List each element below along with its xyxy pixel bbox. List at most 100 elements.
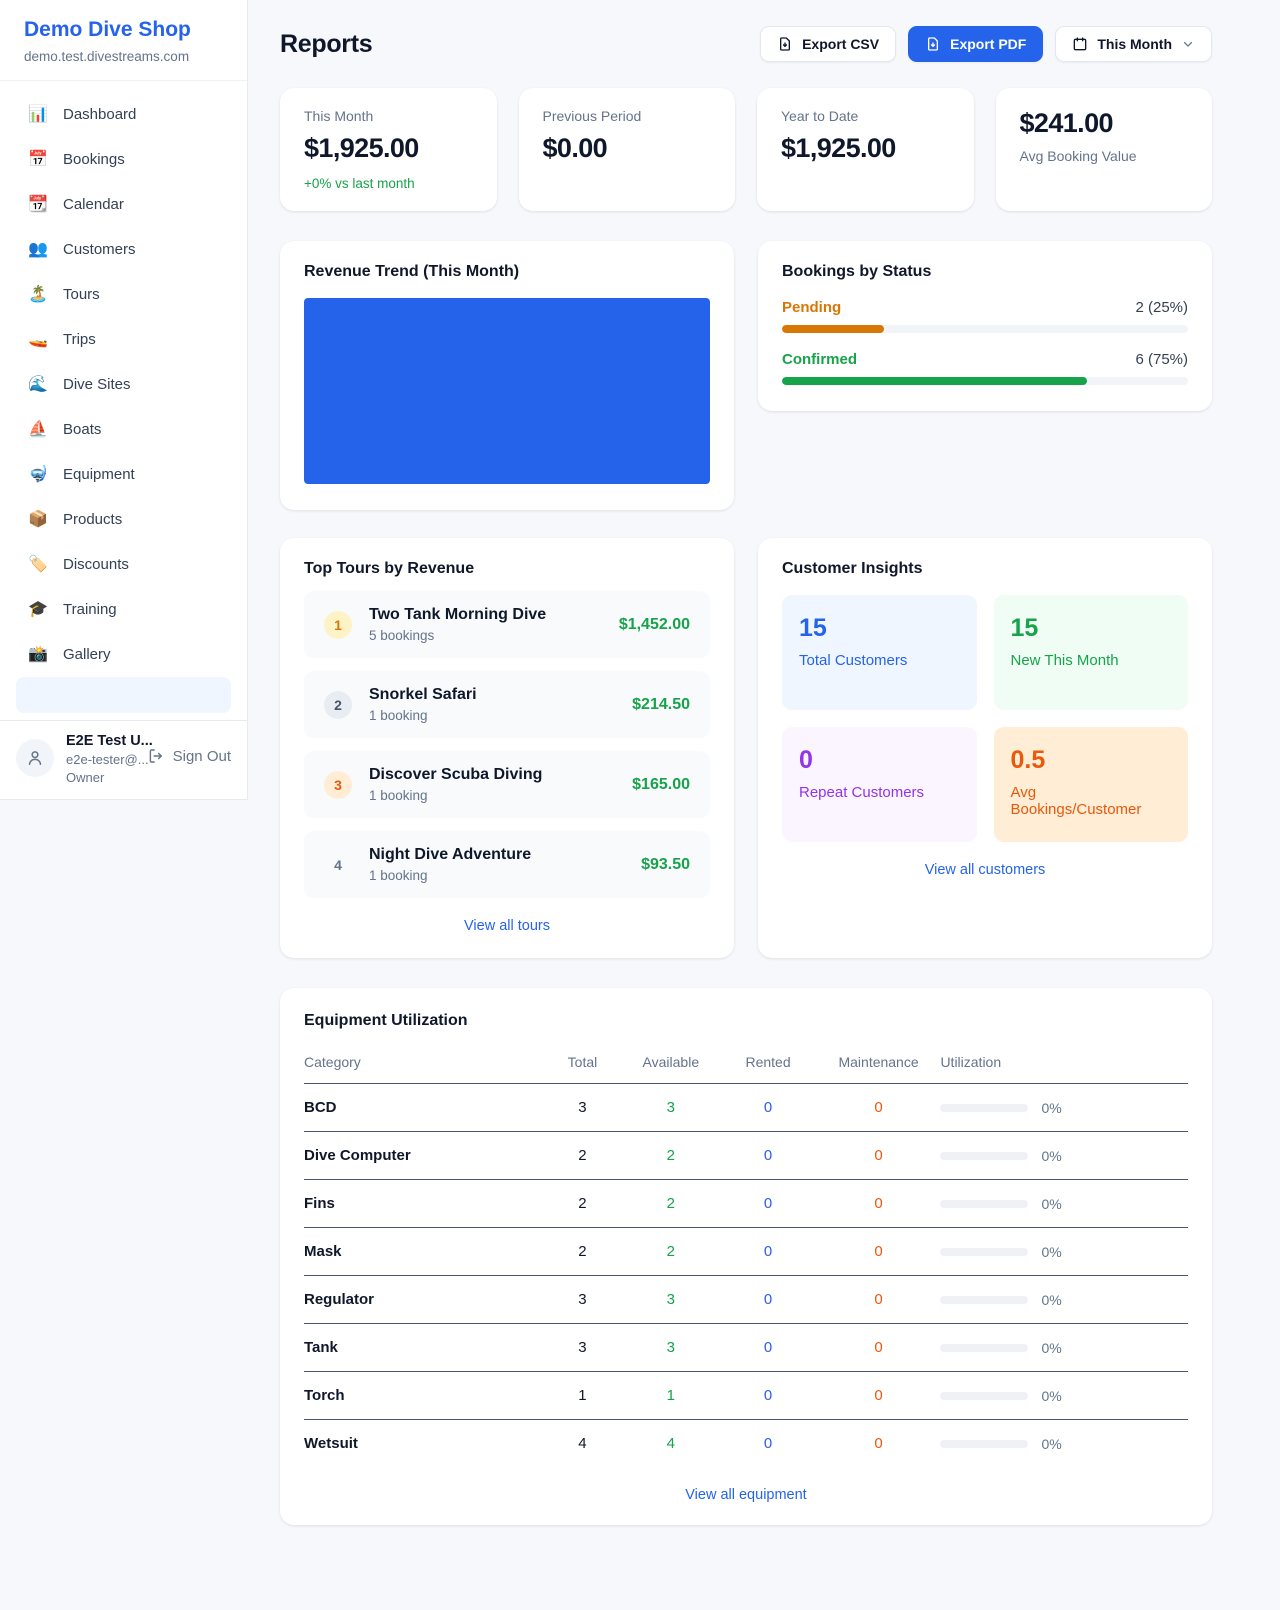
stat-value: $0.00 xyxy=(542,133,608,163)
equipment-row: Torch 1 1 0 0 0% xyxy=(304,1371,1188,1420)
stat-label: Year to Date xyxy=(781,108,859,124)
status-bar-track xyxy=(782,377,1188,385)
utilization-bar-track xyxy=(940,1391,1029,1400)
sidebar-item-tours[interactable]: 🏝️ Tours xyxy=(16,275,231,313)
sidebar-item-bookings[interactable]: 📅 Bookings xyxy=(16,140,231,178)
equipment-available: 2 xyxy=(622,1227,720,1276)
tour-rank-badge: 3 xyxy=(324,770,352,799)
equipment-rented: 0 xyxy=(719,1179,817,1228)
equipment-category: Torch xyxy=(304,1371,543,1420)
sidebar-item-boats[interactable]: ⛵ Boats xyxy=(16,410,231,448)
equipment-row: Regulator 3 3 0 0 0% xyxy=(304,1275,1188,1324)
sidebar-item-label: Equipment xyxy=(63,465,135,483)
top-tours-card: Top Tours by Revenue 1 Two Tank Morning … xyxy=(280,538,734,958)
tour-revenue: $1,452.00 xyxy=(618,615,690,633)
insight-value: 15 xyxy=(799,614,827,642)
equipment-rented: 0 xyxy=(719,1083,817,1132)
people-icon: 👥 xyxy=(28,241,48,258)
customer-insights-title: Customer Insights xyxy=(782,560,923,577)
status-row: Pending 2 (25%) xyxy=(782,299,1188,333)
bookings-by-status-title: Bookings by Status xyxy=(782,263,932,280)
tour-bookings-count: 5 bookings xyxy=(369,628,435,643)
sidebar-item-products[interactable]: 📦 Products xyxy=(16,500,231,538)
equipment-rented: 0 xyxy=(719,1275,817,1324)
tour-revenue: $214.50 xyxy=(632,695,690,713)
app-window: Demo Dive Shop demo.test.divestreams.com… xyxy=(0,0,1280,1565)
export-csv-button[interactable]: Export CSV xyxy=(760,26,897,62)
equipment-utilization-title: Equipment Utilization xyxy=(304,1012,468,1029)
sidebar-item-trips[interactable]: 🚤 Trips xyxy=(16,320,231,358)
col-total: Total xyxy=(542,1044,623,1084)
equipment-row: Dive Computer 2 2 0 0 0% xyxy=(304,1131,1188,1180)
sidebar-item-reports-active-partial[interactable] xyxy=(16,677,231,713)
stat-value: $241.00 xyxy=(1019,108,1114,138)
view-all-equipment-link[interactable]: View all equipment xyxy=(685,1487,807,1503)
col-maintenance: Maintenance xyxy=(816,1044,941,1084)
charts-row: Revenue Trend (This Month) Bookings by S… xyxy=(280,241,1212,510)
view-all-tours-link[interactable]: View all tours xyxy=(464,918,550,934)
sidebar-item-label: Training xyxy=(63,600,117,618)
sidebar-item-calendar[interactable]: 📆 Calendar xyxy=(16,185,231,223)
period-dropdown[interactable]: This Month xyxy=(1055,26,1212,62)
tour-rank-badge: 2 xyxy=(324,690,352,719)
equipment-category: Fins xyxy=(304,1179,543,1228)
sidebar-item-customers[interactable]: 👥 Customers xyxy=(16,230,231,268)
equipment-total: 2 xyxy=(542,1131,623,1180)
equipment-available: 3 xyxy=(622,1275,720,1324)
equipment-total: 3 xyxy=(542,1323,623,1372)
utilization-cell: 0% xyxy=(940,1244,1188,1260)
stat-value: $1,925.00 xyxy=(304,133,419,163)
stat-value: $1,925.00 xyxy=(781,133,896,163)
sidebar-item-dashboard[interactable]: 📊 Dashboard xyxy=(16,95,231,133)
status-label: Pending xyxy=(782,299,842,316)
utilization-percent: 0% xyxy=(1041,1243,1062,1260)
shop-domain: demo.test.divestreams.com xyxy=(24,49,190,64)
stat-delta: +0% vs last month xyxy=(304,176,415,191)
stat-card-avg-booking-value: $241.00 Avg Booking Value xyxy=(995,88,1212,211)
insight-tile: 0 Repeat Customers xyxy=(782,727,977,842)
sidebar-user-section: E2E Test U... e2e-tester@... Owner Sign … xyxy=(0,720,247,799)
page-header: Reports Export CSV Export PDF xyxy=(280,26,1212,62)
utilization-percent: 0% xyxy=(1041,1147,1062,1164)
user-avatar xyxy=(16,739,54,777)
sidebar-header: Demo Dive Shop demo.test.divestreams.com xyxy=(0,0,247,81)
utilization-bar-track xyxy=(940,1295,1029,1304)
utilization-percent: 0% xyxy=(1041,1291,1062,1308)
status-row: Confirmed 6 (75%) xyxy=(782,351,1188,385)
utilization-bar-track xyxy=(940,1199,1029,1208)
utilization-bar-track xyxy=(940,1103,1029,1112)
sidebar-item-training[interactable]: 🎓 Training xyxy=(16,590,231,628)
equipment-rented: 0 xyxy=(763,1435,773,1452)
equipment-total: 3 xyxy=(542,1083,623,1132)
sidebar-item-label: Discounts xyxy=(63,555,129,573)
status-bar-fill xyxy=(782,377,1087,385)
bookings-by-status-list: Pending 2 (25%) Confirmed 6 (75%) xyxy=(782,299,1188,385)
main-content: Reports Export CSV Export PDF xyxy=(248,0,1280,1565)
sidebar-item-discounts[interactable]: 🏷️ Discounts xyxy=(16,545,231,583)
wave-icon: 🌊 xyxy=(28,376,48,393)
sidebar-item-dive-sites[interactable]: 🌊 Dive Sites xyxy=(16,365,231,403)
sidebar-nav: 📊 Dashboard 📅 Bookings 📆 Calendar 👥 Cust… xyxy=(0,81,247,677)
view-all-customers-link[interactable]: View all customers xyxy=(924,862,1046,878)
equipment-table: Category Total Available Rented Maintena… xyxy=(304,1044,1188,1467)
equipment-category: BCD xyxy=(304,1083,543,1132)
utilization-percent: 0% xyxy=(1041,1387,1062,1404)
equipment-category: Mask xyxy=(304,1227,543,1276)
sign-out-button[interactable]: Sign Out xyxy=(147,747,231,765)
bookings-by-status-card: Bookings by Status Pending 2 (25%) xyxy=(758,241,1212,411)
export-pdf-button[interactable]: Export PDF xyxy=(908,26,1044,62)
equipment-available: 1 xyxy=(622,1371,720,1420)
sidebar-item-label: Calendar xyxy=(63,195,124,213)
sidebar-item-equipment[interactable]: 🤿 Equipment xyxy=(16,455,231,493)
file-download-icon xyxy=(780,37,791,51)
stats-row: This Month $1,925.00 +0% vs last month P… xyxy=(280,88,1212,211)
tour-row: 3 Discover Scuba Diving 1 booking $165.0… xyxy=(304,751,710,818)
utilization-bar-track xyxy=(940,1247,1029,1256)
equipment-row: Wetsuit 4 4 0 0 0% xyxy=(304,1420,1188,1468)
revenue-trend-card: Revenue Trend (This Month) xyxy=(280,241,734,510)
island-icon: 🏝️ xyxy=(28,286,48,303)
user-meta: E2E Test U... e2e-tester@... Owner xyxy=(66,733,153,785)
utilization-bar-track xyxy=(940,1151,1029,1160)
sidebar-item-label: Products xyxy=(63,510,123,528)
sidebar-item-gallery[interactable]: 📸 Gallery xyxy=(16,635,231,673)
